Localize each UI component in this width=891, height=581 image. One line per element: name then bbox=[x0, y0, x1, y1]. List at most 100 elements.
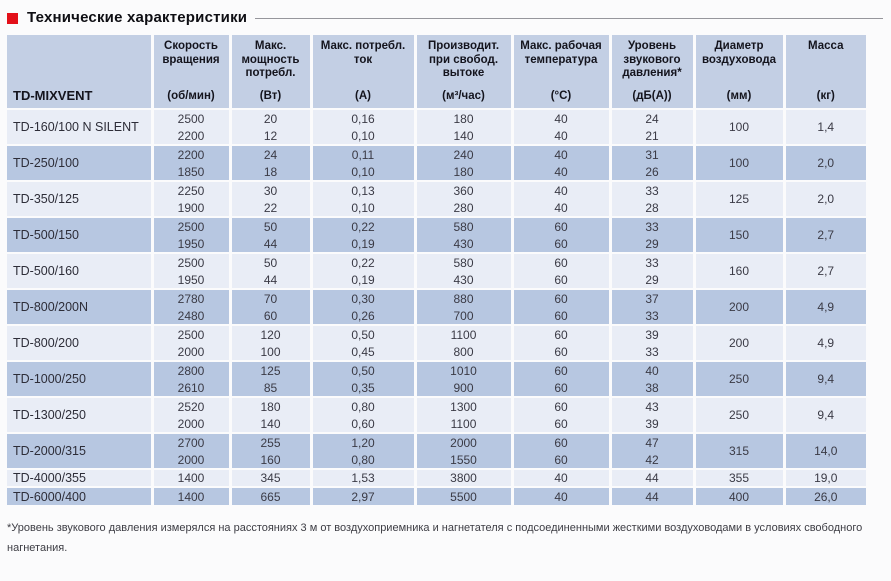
table-row: 2480 60 0,26 700 60 33 bbox=[7, 307, 866, 325]
value-cell: 1010 bbox=[413, 360, 512, 379]
value-cell: 2200 bbox=[150, 127, 230, 145]
value-cell: 2780 bbox=[150, 288, 230, 307]
mass-cell: 19,0 bbox=[782, 468, 866, 487]
value-cell: 0,19 bbox=[309, 235, 415, 253]
value-cell: 33 bbox=[608, 252, 694, 271]
model-cell: TD-800/200 bbox=[7, 324, 152, 361]
value-cell: 800 bbox=[413, 343, 512, 361]
value-cell: 0,30 bbox=[309, 288, 415, 307]
value-cell: 1,53 bbox=[309, 468, 415, 487]
model-cell: TD-6000/400 bbox=[7, 486, 152, 505]
table-row: 1850 18 0,10 180 40 26 bbox=[7, 163, 866, 181]
diameter-cell: 400 bbox=[692, 486, 784, 505]
value-cell: 44 bbox=[608, 468, 694, 487]
value-cell: 2520 bbox=[150, 396, 230, 415]
model-cell: TD-500/150 bbox=[7, 216, 152, 253]
column-unit: (об/мин) bbox=[167, 90, 215, 102]
value-cell: 40 bbox=[608, 360, 694, 379]
column-header-model: TD-MIXVENT bbox=[7, 35, 152, 110]
value-cell: 1100 bbox=[413, 415, 512, 433]
mass-cell: 4,9 bbox=[782, 324, 866, 361]
diameter-cell: 100 bbox=[692, 144, 784, 181]
mass-cell: 9,4 bbox=[782, 396, 866, 433]
value-cell: 28 bbox=[608, 199, 694, 217]
table-row: 2000 140 0,60 1100 60 39 bbox=[7, 415, 866, 433]
mass-cell: 26,0 bbox=[782, 486, 866, 505]
table-row: TD-1000/250 2800 125 0,50 1010 60 40 250 9,4 bbox=[7, 360, 866, 397]
value-cell: 40 bbox=[510, 163, 610, 181]
value-cell: 180 bbox=[228, 396, 311, 415]
value-cell: 2,97 bbox=[309, 486, 415, 505]
table-row: 2200 12 0,10 140 40 21 bbox=[7, 127, 866, 145]
value-cell: 0,10 bbox=[309, 163, 415, 181]
model-cell: TD-350/125 bbox=[7, 180, 152, 217]
section-bullet-icon bbox=[7, 12, 18, 24]
value-cell: 40 bbox=[510, 180, 610, 199]
value-cell: 345 bbox=[228, 468, 311, 487]
model-cell: TD-160/100 N SILENT bbox=[7, 108, 152, 145]
value-cell: 240 bbox=[413, 144, 512, 163]
value-cell: 430 bbox=[413, 235, 512, 253]
value-cell: 665 bbox=[228, 486, 311, 505]
model-cell: TD-4000/355 bbox=[7, 468, 152, 487]
mass-cell: 2,7 bbox=[782, 216, 866, 253]
column-title: Диаметр воздуховода bbox=[701, 40, 777, 66]
column-unit: (А) bbox=[355, 90, 371, 102]
value-cell: 26 bbox=[608, 163, 694, 181]
column-unit: (мм) bbox=[726, 90, 752, 102]
mass-cell: 1,4 bbox=[782, 108, 866, 145]
value-cell: 29 bbox=[608, 271, 694, 289]
value-cell: 255 bbox=[228, 432, 311, 451]
value-cell: 50 bbox=[228, 216, 311, 235]
value-cell: 60 bbox=[510, 360, 610, 379]
diameter-cell: 160 bbox=[692, 252, 784, 289]
value-cell: 1400 bbox=[150, 486, 230, 505]
column-header: Диаметр воздуховода (мм) bbox=[692, 35, 784, 110]
column-unit: (Вт) bbox=[259, 90, 282, 102]
value-cell: 360 bbox=[413, 180, 512, 199]
value-cell: 40 bbox=[510, 144, 610, 163]
table-row: 2000 160 0,80 1550 60 42 bbox=[7, 451, 866, 469]
value-cell: 2200 bbox=[150, 144, 230, 163]
header-row: TD-MIXVENT Скорость вращения (об/мин) Макс.… bbox=[7, 35, 866, 110]
column-title: Уровень звукового давления* bbox=[622, 40, 682, 79]
value-cell: 30 bbox=[228, 180, 311, 199]
value-cell: 60 bbox=[510, 307, 610, 325]
value-cell: 1850 bbox=[150, 163, 230, 181]
footnote: *Уровень звукового давления измерялся на… bbox=[7, 522, 863, 554]
column-title: Макс. потребл. ток bbox=[320, 40, 406, 66]
value-cell: 900 bbox=[413, 379, 512, 397]
value-cell: 1400 bbox=[150, 468, 230, 487]
model-cell: TD-250/100 bbox=[7, 144, 152, 181]
value-cell: 0,13 bbox=[309, 180, 415, 199]
column-unit: (кг) bbox=[816, 90, 835, 102]
value-cell: 580 bbox=[413, 252, 512, 271]
value-cell: 2250 bbox=[150, 180, 230, 199]
value-cell: 44 bbox=[608, 486, 694, 505]
value-cell: 2500 bbox=[150, 108, 230, 127]
column-title: Производит. при свобод. вытоке bbox=[427, 40, 500, 79]
value-cell: 0,80 bbox=[309, 396, 415, 415]
value-cell: 29 bbox=[608, 235, 694, 253]
value-cell: 39 bbox=[608, 324, 694, 343]
value-cell: 33 bbox=[608, 343, 694, 361]
value-cell: 60 bbox=[510, 288, 610, 307]
value-cell: 0,26 bbox=[309, 307, 415, 325]
table-row: 1950 44 0,19 430 60 29 bbox=[7, 271, 866, 289]
value-cell: 100 bbox=[228, 343, 311, 361]
value-cell: 47 bbox=[608, 432, 694, 451]
value-cell: 60 bbox=[510, 432, 610, 451]
value-cell: 2000 bbox=[150, 415, 230, 433]
title-rule bbox=[255, 18, 883, 19]
value-cell: 700 bbox=[413, 307, 512, 325]
mass-cell: 2,0 bbox=[782, 180, 866, 217]
value-cell: 2000 bbox=[150, 343, 230, 361]
model-cell: TD-1000/250 bbox=[7, 360, 152, 397]
mass-cell: 4,9 bbox=[782, 288, 866, 325]
column-header: Скорость вращения (об/мин) bbox=[150, 35, 230, 110]
table-row: TD-160/100 N SILENT 2500 20 0,16 180 40 24 100 1… bbox=[7, 108, 866, 145]
value-cell: 39 bbox=[608, 415, 694, 433]
value-cell: 43 bbox=[608, 396, 694, 415]
value-cell: 2000 bbox=[413, 432, 512, 451]
